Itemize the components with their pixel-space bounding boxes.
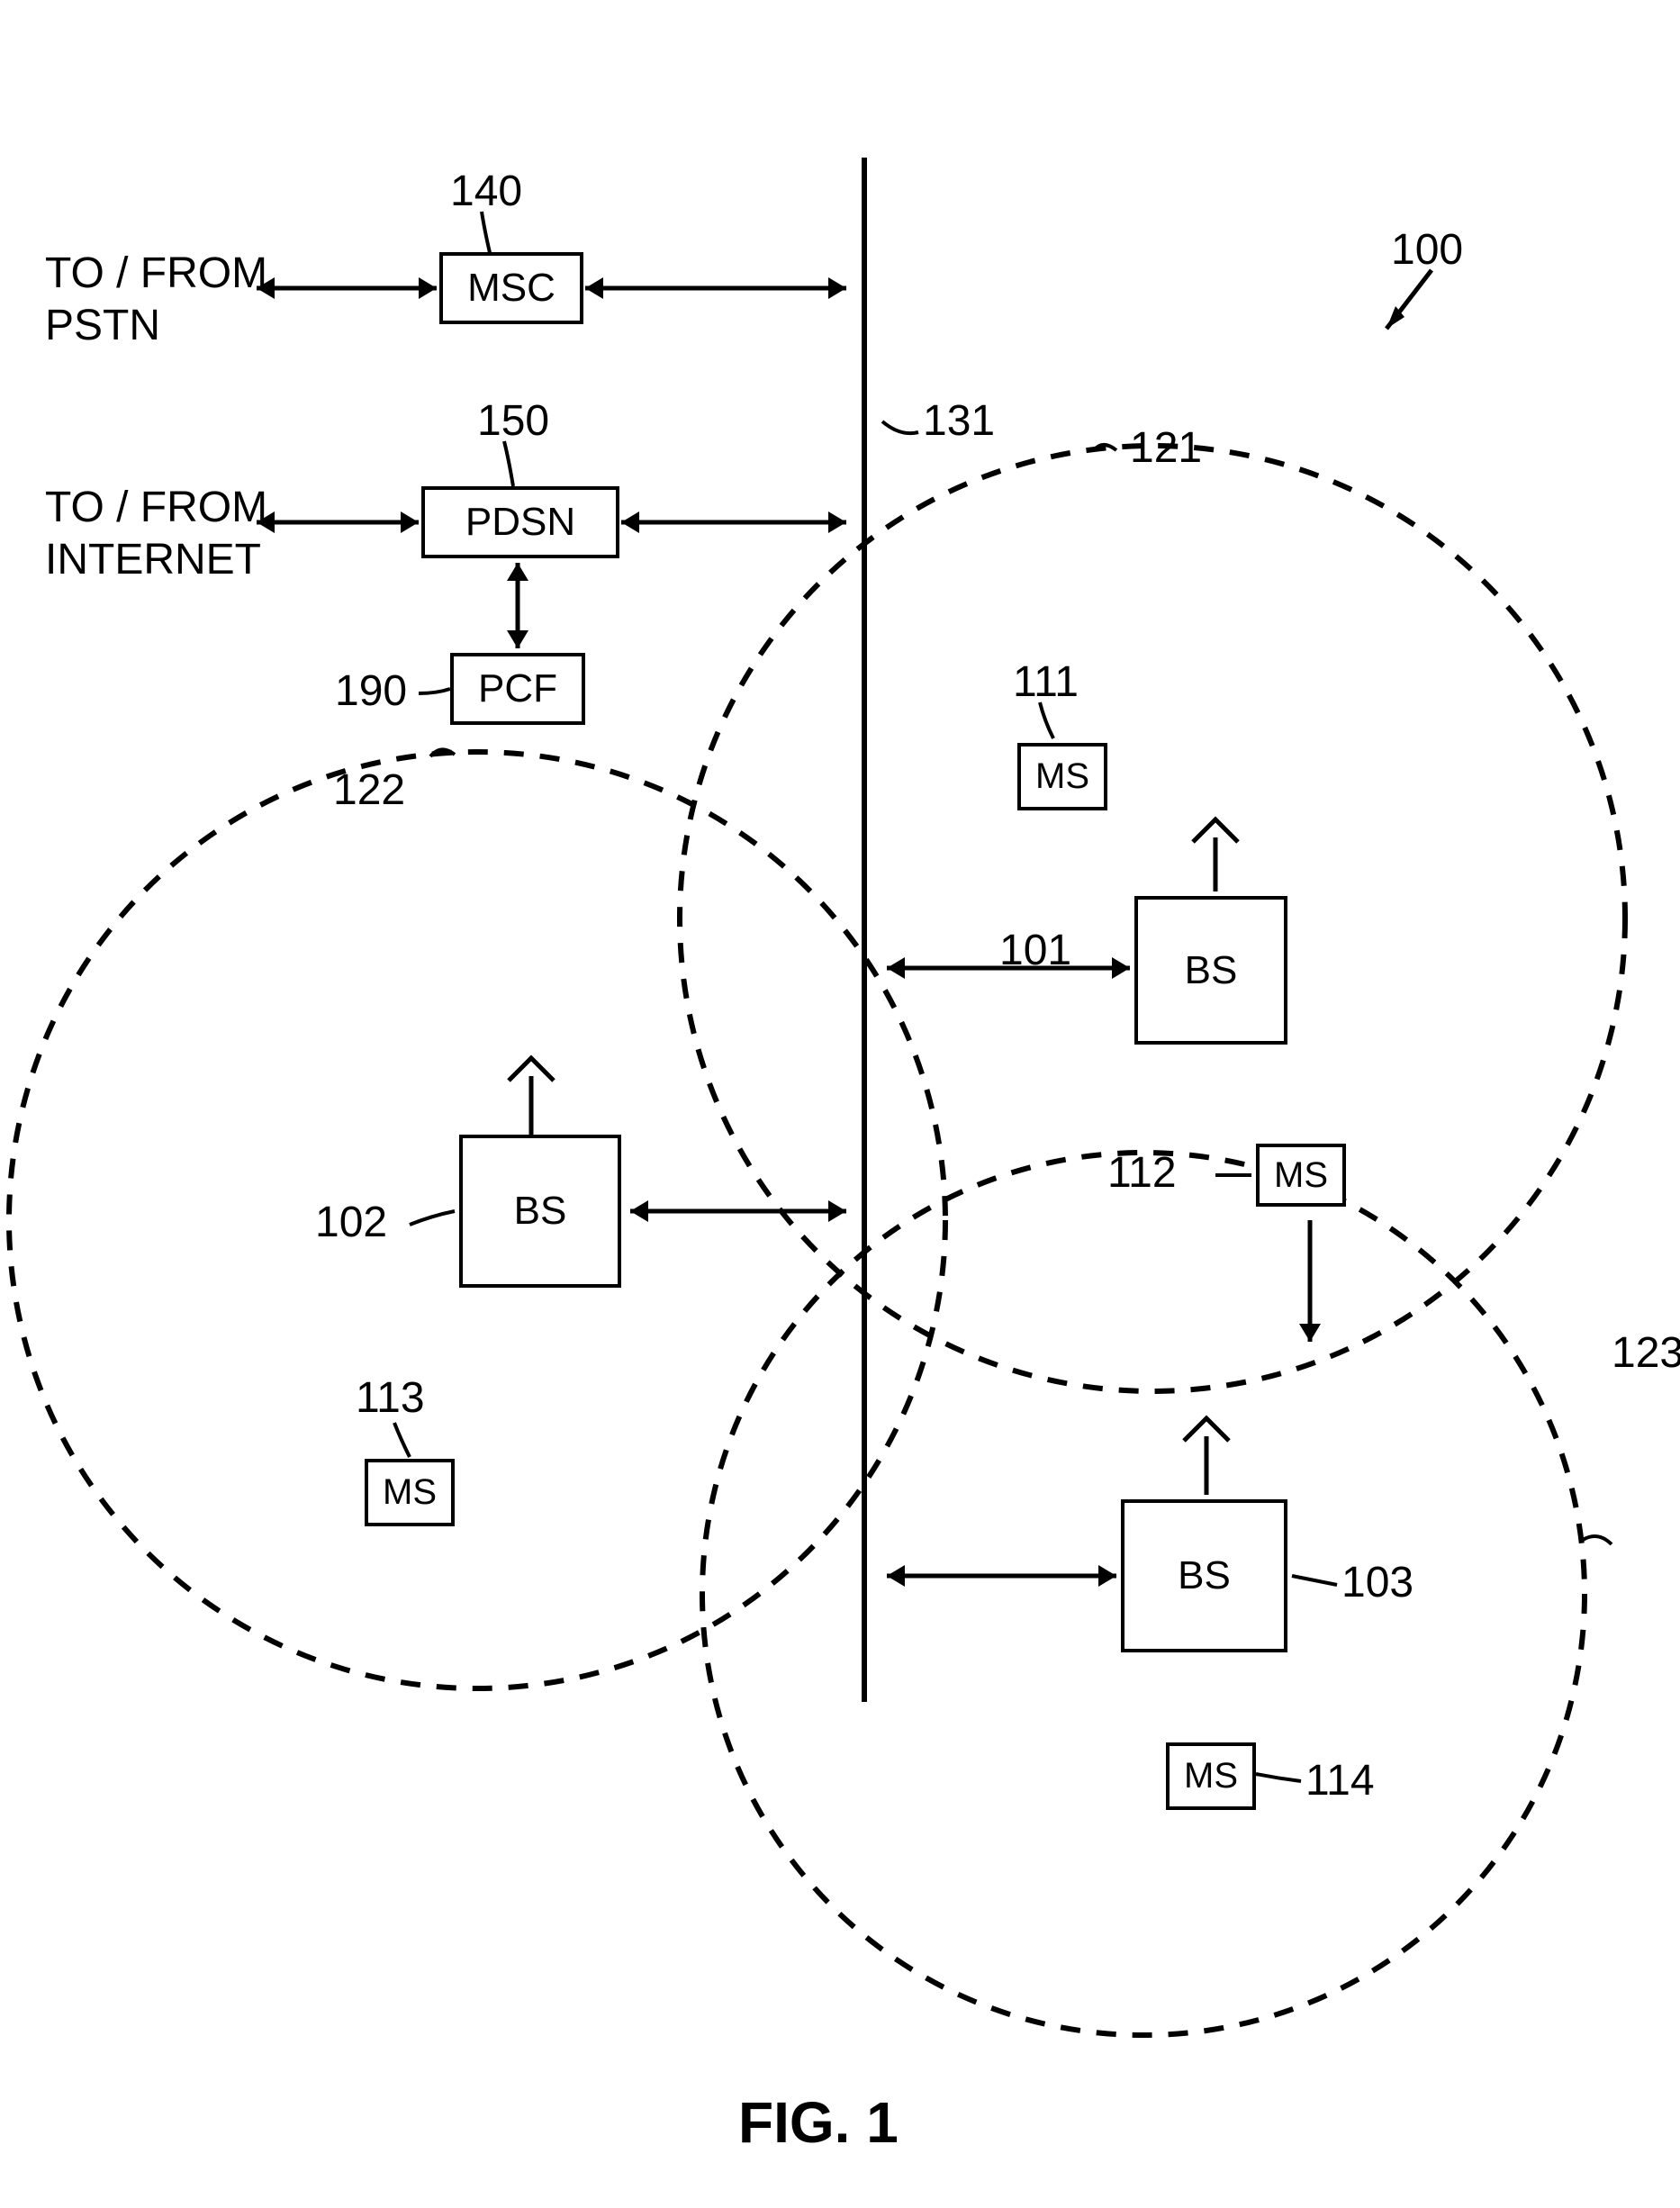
internet-text-1: TO / FROM [45,484,267,531]
leader-140 [482,212,491,257]
ms3-box: MS [365,1459,455,1526]
bs2-box: BS [459,1135,621,1288]
ref-140: 140 [450,167,522,216]
bs2-label: BS [514,1189,567,1234]
pdsn-box: PDSN [421,486,619,558]
bs3-label: BS [1178,1553,1231,1598]
ref-112: 112 [1107,1148,1177,1198]
leader-111 [1040,702,1053,738]
ref-122: 122 [333,765,405,815]
bs1-box: BS [1134,896,1287,1045]
ref-113: 113 [356,1373,425,1423]
ms4-box: MS [1166,1742,1256,1810]
ms1-box: MS [1017,743,1107,810]
ref-121: 121 [1130,423,1202,473]
leader-102 [410,1211,455,1225]
internet-label: TO / FROM INTERNET [45,482,267,585]
ref-103: 103 [1341,1558,1414,1607]
internet-text-2: INTERNET [45,536,261,584]
ref-150: 150 [477,396,549,446]
pcf-label: PCF [478,666,557,711]
ref-190: 190 [335,666,407,716]
msc-box: MSC [439,252,583,324]
pstn-label: TO / FROM PSTN [45,248,267,351]
leader-114 [1256,1774,1301,1781]
pcf-box: PCF [450,653,585,725]
ref-123: 123 [1612,1328,1680,1378]
ms2-box: MS [1256,1144,1346,1207]
ms3-label: MS [383,1472,437,1513]
leader-113 [394,1423,410,1457]
leader-150 [504,441,513,486]
ref-101: 101 [999,926,1071,975]
ms1-label: MS [1035,756,1089,797]
figure-label: FIG. 1 [738,2089,899,2156]
antenna-bs1 [1193,819,1238,891]
pdsn-label: PDSN [465,500,575,545]
leader-131 [882,421,918,433]
pstn-text-1: TO / FROM [45,249,267,297]
ref-111: 111 [1013,657,1079,707]
antenna-bs2 [509,1058,554,1135]
msc-label: MSC [467,266,555,311]
leader-190 [419,689,450,693]
pstn-text-2: PSTN [45,302,160,349]
ref-100: 100 [1391,225,1463,275]
antenna-bs3 [1184,1418,1229,1495]
bs1-label: BS [1185,948,1238,993]
bs3-box: BS [1121,1499,1287,1652]
leader-103 [1292,1576,1337,1585]
ref-102: 102 [315,1198,387,1247]
ms2-label: MS [1274,1155,1328,1196]
ref-131: 131 [923,396,995,446]
ref-114: 114 [1305,1756,1375,1805]
ms4-label: MS [1184,1756,1238,1796]
leader-123 [1583,1536,1612,1544]
